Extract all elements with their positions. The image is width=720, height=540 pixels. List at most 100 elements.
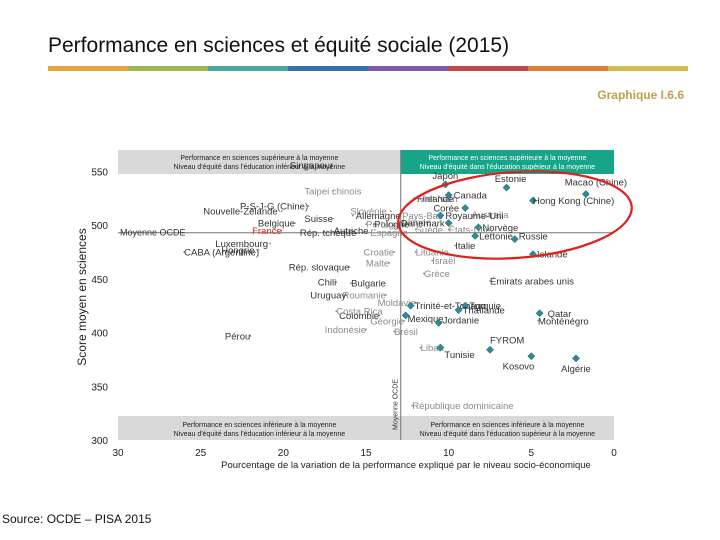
data-point-marker xyxy=(489,280,491,282)
data-point-label: Norvège xyxy=(482,223,518,234)
color-bar-segment xyxy=(448,66,528,71)
data-point-label: Rép. tchèque xyxy=(300,228,357,239)
data-point-marker xyxy=(332,189,334,192)
data-point-label: Kosovo xyxy=(503,362,535,373)
data-point-label: Nouvelle-Zélande xyxy=(203,207,277,218)
y-tick-label: 350 xyxy=(91,382,108,393)
data-point-label: Brésil xyxy=(394,327,418,338)
y-tick-label: 400 xyxy=(91,329,108,340)
data-point-label: Géorgie xyxy=(370,316,404,327)
data-point-label: Pérou xyxy=(225,331,250,342)
data-point-marker xyxy=(414,251,417,253)
quadrant-label-bottom-left: Performance en sciences inférieure à la … xyxy=(182,422,336,429)
data-point-label: Mexique xyxy=(408,314,444,325)
data-point-label: États-Unis xyxy=(449,225,493,236)
data-point-marker xyxy=(572,354,580,363)
data-point-label: Rép. slovaque xyxy=(289,263,350,274)
data-point-marker xyxy=(406,301,415,310)
y-tick-label: 300 xyxy=(91,436,108,447)
color-bar-segment xyxy=(368,66,448,71)
quadrant-label-bottom-right: Niveau d'équité dans l'éducation supérie… xyxy=(420,431,596,438)
data-point-label: Australia xyxy=(472,210,510,221)
data-point-label: Moldavie xyxy=(378,298,416,309)
data-point-label: Uruguay xyxy=(310,291,346,302)
data-point-marker xyxy=(378,314,381,317)
data-point-label: Finlande xyxy=(417,194,453,205)
quadrant-label-top-right: Performance en sciences supérieure à la … xyxy=(428,155,586,162)
color-bar-segment xyxy=(528,66,608,71)
x-tick-label: 5 xyxy=(529,448,535,459)
quadrant-band-bottom-left xyxy=(118,416,401,440)
data-point-label: Espagne xyxy=(370,228,408,239)
color-bar-segment xyxy=(608,66,688,71)
data-point-marker xyxy=(414,228,417,231)
data-point-label: Thaïlande xyxy=(463,306,505,317)
data-point-label: Macao (Chine) xyxy=(565,178,627,189)
data-point-marker xyxy=(434,318,443,327)
data-point-marker xyxy=(401,311,410,320)
data-point-marker xyxy=(419,346,422,349)
data-point-label: Slovénie xyxy=(350,207,386,218)
x-axis-label: Pourcentage de la variation de la perfor… xyxy=(221,460,591,471)
data-point-marker xyxy=(529,196,537,205)
data-point-label: Émirats arabes unis xyxy=(490,277,574,288)
data-point-marker xyxy=(335,310,338,313)
data-point-label: Israël xyxy=(432,256,455,267)
x-tick-label: 25 xyxy=(195,448,207,459)
y-tick-label: 450 xyxy=(91,275,108,286)
data-point-marker xyxy=(431,259,434,262)
data-point-label: Roumanie xyxy=(343,291,386,302)
quadrant-label-top-left: Performance en sciences supérieure à la … xyxy=(180,155,338,162)
data-point-marker xyxy=(351,214,354,217)
data-point-label: Lettonie xyxy=(479,231,513,242)
data-point-marker xyxy=(365,223,367,226)
data-point-marker xyxy=(335,281,338,284)
data-point-marker xyxy=(350,229,353,232)
y-tick-label: 550 xyxy=(91,167,108,178)
data-point-label: Irlande xyxy=(402,217,431,228)
data-point-marker xyxy=(335,164,338,166)
data-point-label: France xyxy=(252,226,282,237)
data-point-label: Allemagne xyxy=(356,211,401,222)
data-point-label: Pologne xyxy=(374,220,409,231)
data-point-label: Tunisie xyxy=(444,350,474,361)
x-tick-label: 0 xyxy=(611,448,617,459)
highlight-circle xyxy=(397,170,633,260)
data-point-marker xyxy=(298,231,301,234)
data-point-label: Monténégro xyxy=(538,316,589,327)
data-point-label: Pays-Bas xyxy=(402,211,443,222)
page-title: Performance en sciences et équité social… xyxy=(48,34,510,57)
data-point-label: Royaume-Uni xyxy=(445,211,503,222)
data-point-marker xyxy=(350,282,353,285)
data-point-marker xyxy=(444,219,453,227)
data-point-marker xyxy=(461,204,470,212)
data-point-marker xyxy=(183,251,186,253)
data-point-marker xyxy=(388,231,391,234)
data-point-label: Canada xyxy=(454,191,488,202)
data-point-marker xyxy=(527,352,536,361)
data-point-label: Hongrie xyxy=(221,245,254,256)
data-point-label: CABA (Argentine) xyxy=(184,248,259,259)
data-point-label: Turquie xyxy=(469,301,501,312)
color-bar-segment xyxy=(128,66,208,71)
data-point-marker xyxy=(280,210,283,213)
data-point-label: Russie xyxy=(519,232,548,243)
data-point-label: Japon xyxy=(432,171,458,182)
data-point-marker xyxy=(384,294,387,296)
data-point-label: Indonésie xyxy=(325,325,366,336)
data-point-label: Croatie xyxy=(363,248,394,259)
data-point-label: Danemark xyxy=(401,219,445,230)
data-point-label: Suède xyxy=(416,225,443,236)
color-bar xyxy=(48,66,688,71)
data-point-label: Portugal xyxy=(366,220,401,231)
data-point-label: Viet Nam xyxy=(419,194,458,205)
x-tick-label: 20 xyxy=(278,448,290,459)
data-point-label: Singapour xyxy=(290,161,333,172)
data-point-label: Malte xyxy=(366,258,389,269)
reference-label-y: Moyenne OCDE xyxy=(120,228,186,238)
data-point-label: P-S-J-G (Chine) xyxy=(240,201,308,212)
data-point-marker xyxy=(411,404,414,407)
data-point-label: Trinité-et-Tobago xyxy=(415,301,486,312)
quadrant-band-top-right xyxy=(400,150,614,174)
data-point-marker xyxy=(332,217,334,220)
